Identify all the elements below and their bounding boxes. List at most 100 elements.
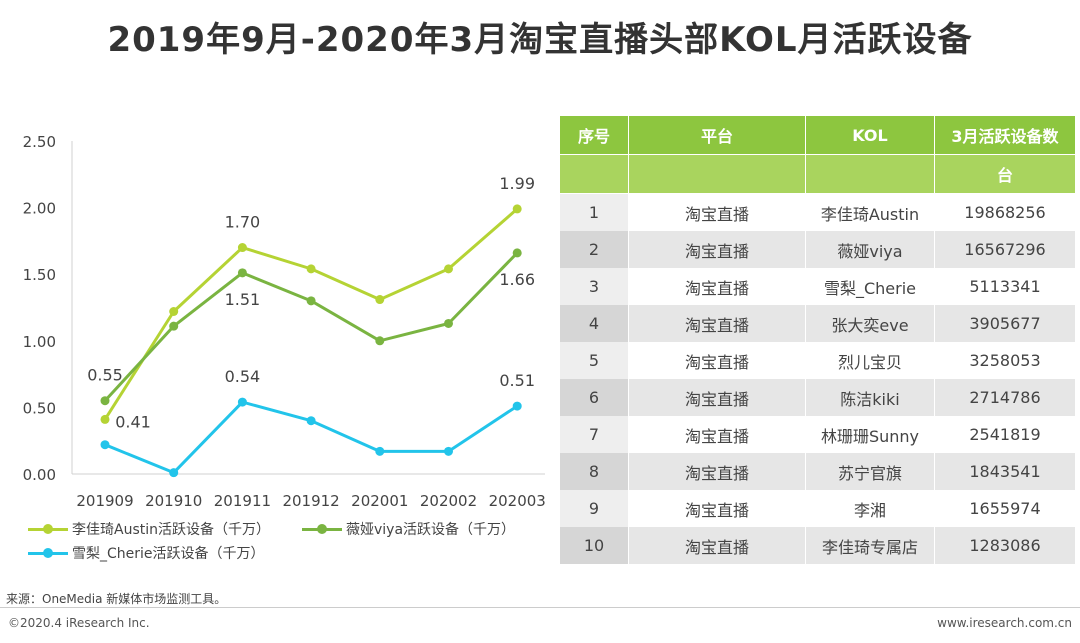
cell-platform: 淘宝直播	[628, 193, 806, 231]
cell-kol: 李佳琦专属店	[805, 527, 935, 564]
cell-devices: 19868256	[934, 193, 1076, 231]
table-body: 1 淘宝直播 李佳琦Austin 19868256 2 淘宝直播 薇娅viya 1656729…	[559, 193, 1076, 564]
x-tick-label: 201911	[214, 492, 271, 510]
cell-index: 2	[559, 231, 629, 268]
cell-platform: 淘宝直播	[628, 527, 806, 564]
y-tick-label: 0.50	[23, 399, 56, 417]
data-point	[237, 397, 247, 407]
cell-index: 1	[559, 193, 629, 231]
data-label: 1.99	[499, 174, 535, 193]
table-row: 1 淘宝直播 李佳琦Austin 19868256	[559, 193, 1076, 231]
series-line-2	[104, 400, 519, 475]
legend-swatch-lijiaqi	[28, 522, 68, 536]
header-devices: 3月活跃设备数	[934, 115, 1076, 155]
source-note: 来源：OneMedia 新媒体市场监测工具。	[6, 592, 227, 606]
data-label: 1.51	[225, 290, 261, 309]
cell-kol: 李湘	[805, 490, 935, 527]
table-row: 3 淘宝直播 雪梨_Cherie 5113341	[559, 268, 1076, 305]
data-point	[169, 306, 179, 316]
cell-devices: 16567296	[934, 231, 1076, 268]
kol-table: 序号 平台 KOL 3月活跃设备数 台 1 淘宝直播 李佳琦Austin 198682…	[559, 115, 1076, 564]
data-point	[306, 296, 316, 306]
header-blank-3	[805, 154, 935, 194]
series-line-1	[103, 251, 519, 402]
data-point	[444, 446, 453, 456]
legend-label-weiya: 薇娅viya活跃设备（千万）	[346, 522, 516, 538]
legend-swatch-xueli	[28, 546, 68, 560]
data-label: 0.55	[87, 366, 123, 385]
cell-kol: 李佳琦Austin	[805, 193, 935, 231]
table-row: 5 淘宝直播 烈儿宝贝 3258053	[559, 342, 1076, 379]
legend-label-lijiaqi: 李佳琦Austin活跃设备（千万）	[72, 522, 270, 538]
legend-label-xueli: 雪梨_Cherie活跃设备（千万）	[72, 546, 265, 562]
table-row: 2 淘宝直播 薇娅viya 16567296	[559, 231, 1076, 268]
cell-kol: 苏宁官旗	[805, 453, 935, 490]
cell-index: 8	[559, 453, 629, 490]
cell-platform: 淘宝直播	[628, 305, 806, 342]
cell-index: 4	[559, 305, 629, 342]
cell-devices: 3905677	[934, 305, 1076, 342]
cell-kol: 张大奕eve	[805, 305, 935, 342]
data-label: 1.70	[225, 213, 261, 232]
x-tick-label: 201912	[282, 492, 339, 510]
data-point	[512, 204, 522, 214]
legend-item-xueli: 雪梨_Cherie活跃设备（千万）	[28, 543, 265, 563]
line-chart: 0.00 0.50 1.00 1.50 2.00 2.50 201909 201910 2019…	[23, 133, 546, 510]
header-kol: KOL	[805, 115, 935, 155]
data-label: 0.54	[225, 367, 261, 386]
x-tick-label: 201909	[76, 492, 133, 510]
cell-platform: 淘宝直播	[628, 342, 806, 379]
cell-index: 6	[559, 379, 629, 416]
cell-platform: 淘宝直播	[628, 416, 806, 453]
page-title: 2019年9月-2020年3月淘宝直播头部KOL月活跃设备	[107, 20, 973, 60]
cell-platform: 淘宝直播	[628, 379, 806, 416]
cell-devices: 5113341	[934, 268, 1076, 305]
table-row: 9 淘宝直播 李湘 1655974	[559, 490, 1076, 527]
cell-index: 9	[559, 490, 629, 527]
data-point	[375, 336, 385, 346]
legend-swatch-weiya	[302, 522, 342, 536]
series-line-0	[103, 207, 519, 421]
y-tick-label: 2.00	[23, 200, 56, 218]
cell-platform: 淘宝直播	[628, 268, 806, 305]
x-tick-label: 202001	[351, 492, 408, 510]
cell-kol: 薇娅viya	[805, 231, 935, 268]
table-row: 10 淘宝直播 李佳琦专属店 1283086	[559, 527, 1076, 564]
cell-platform: 淘宝直播	[628, 453, 806, 490]
y-tick-label: 1.50	[23, 266, 56, 284]
x-tick-label: 201910	[145, 492, 202, 510]
header-index: 序号	[559, 115, 629, 155]
cell-devices: 2541819	[934, 416, 1076, 453]
data-point	[237, 243, 247, 253]
header-platform: 平台	[628, 115, 806, 155]
data-label: 1.66	[499, 270, 535, 289]
data-point	[100, 396, 110, 406]
data-point	[444, 318, 453, 328]
y-tick-label: 2.50	[23, 133, 56, 151]
data-point	[512, 248, 522, 258]
data-point	[237, 268, 247, 278]
cell-devices: 1655974	[934, 490, 1076, 527]
site-url: www.iresearch.com.cn	[937, 616, 1072, 630]
data-point	[512, 401, 522, 411]
data-point	[169, 321, 179, 331]
table-row: 6 淘宝直播 陈洁kiki 2714786	[559, 379, 1076, 416]
data-point	[306, 416, 316, 426]
data-point	[169, 468, 179, 478]
cell-devices: 1843541	[934, 453, 1076, 490]
data-point	[375, 295, 385, 305]
data-point	[306, 264, 316, 274]
cell-platform: 淘宝直播	[628, 231, 806, 268]
cell-platform: 淘宝直播	[628, 490, 806, 527]
header-blank-2	[628, 154, 806, 194]
data-label: 0.51	[499, 371, 535, 390]
cell-index: 7	[559, 416, 629, 453]
data-label: 0.41	[115, 412, 151, 431]
table-row: 7 淘宝直播 林珊珊Sunny 2541819	[559, 416, 1076, 453]
cell-devices: 2714786	[934, 379, 1076, 416]
cell-index: 3	[559, 268, 629, 305]
cell-index: 5	[559, 342, 629, 379]
x-tick-label: 202003	[489, 492, 546, 510]
cell-devices: 1283086	[934, 527, 1076, 564]
data-point	[100, 414, 110, 424]
